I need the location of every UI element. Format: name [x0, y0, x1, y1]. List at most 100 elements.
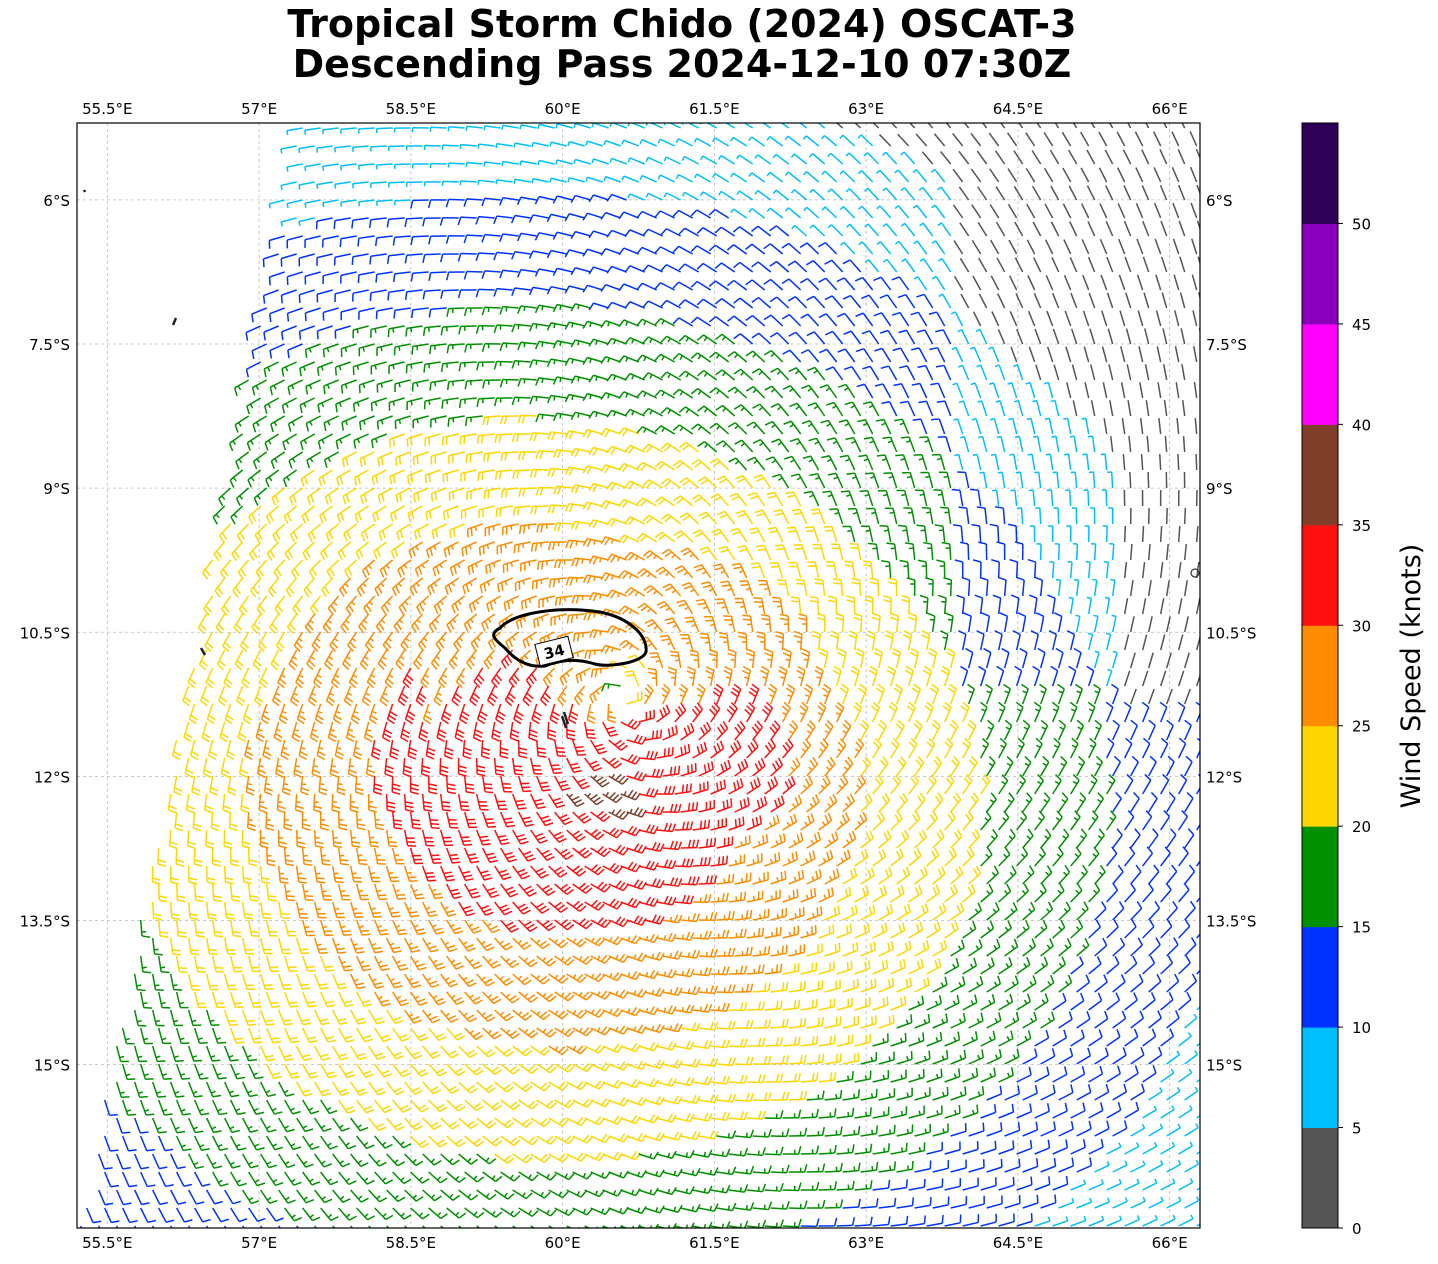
- wind-barb: [582, 212, 603, 221]
- wind-barb: [1165, 652, 1172, 669]
- wind-barb: [368, 1009, 385, 1025]
- wind-barb: [476, 901, 494, 916]
- wind-barb: [175, 1099, 191, 1116]
- wind-barb: [699, 546, 718, 561]
- wind-barb: [1030, 630, 1040, 651]
- wind-barb: [1040, 1121, 1057, 1137]
- wind-barb: [716, 984, 736, 994]
- wind-barb: [736, 123, 754, 129]
- wind-barb: [983, 647, 992, 669]
- wind-barb: [770, 944, 788, 957]
- wind-barb: [1203, 1196, 1217, 1208]
- wind-barb: [1203, 720, 1210, 740]
- wind-barb: [763, 350, 784, 363]
- island: [199, 647, 207, 656]
- wind-barb: [1103, 418, 1108, 435]
- wind-barb: [566, 865, 587, 877]
- wind-barb: [890, 1069, 907, 1083]
- wind-barb: [1138, 346, 1144, 363]
- wind-barb: [754, 189, 772, 201]
- wind-barb: [782, 1109, 802, 1119]
- wind-barb: [998, 774, 1009, 795]
- wind-barb: [926, 1031, 943, 1047]
- wind-barb: [1130, 792, 1140, 813]
- wind-barb: [1106, 810, 1117, 831]
- wind-barb: [440, 1081, 460, 1095]
- wind-barb: [343, 523, 358, 542]
- wind-barb: [265, 1063, 282, 1080]
- wind-barb: [1196, 896, 1200, 903]
- wind-barb: [636, 568, 658, 579]
- wind-barb: [672, 245, 694, 255]
- wind-barb: [552, 376, 573, 385]
- wind-barb: [657, 174, 675, 183]
- wind-barb: [1196, 220, 1200, 231]
- wind-barb: [387, 289, 405, 301]
- wind-barb: [316, 181, 333, 190]
- wind-barb: [764, 926, 782, 939]
- wind-barb: [250, 577, 262, 598]
- wind-barb: [972, 453, 982, 471]
- wind-barb: [709, 351, 730, 363]
- wind-barb: [977, 222, 988, 237]
- wind-barb: [218, 685, 228, 707]
- wind-barb: [397, 685, 409, 707]
- wind-barb: [1178, 220, 1186, 237]
- wind-barb: [464, 955, 483, 970]
- wind-barb: [756, 631, 766, 651]
- wind-barb: [618, 427, 639, 437]
- wind-barb: [457, 793, 470, 812]
- map-frame: [76, 122, 1201, 1229]
- wind-barb: [1076, 864, 1088, 885]
- wind-barb: [446, 1027, 465, 1041]
- wind-barb: [187, 1081, 203, 1098]
- wind-barb: [1088, 846, 1100, 867]
- wind-barb: [953, 524, 964, 543]
- wind-barb: [731, 562, 748, 579]
- wind-barb: [475, 215, 495, 225]
- wind-barb: [325, 523, 340, 542]
- wind-barb: [422, 1117, 442, 1131]
- wind-barb: [273, 559, 286, 580]
- wind-barb: [734, 909, 753, 921]
- wind-barb: [271, 487, 286, 506]
- wind-barb: [530, 865, 549, 879]
- wind-barb: [840, 490, 856, 507]
- wind-barb: [1203, 865, 1213, 884]
- wind-barb: [642, 479, 664, 489]
- wind-barb: [644, 619, 664, 633]
- wind-barb: [428, 343, 447, 355]
- wind-barb: [513, 541, 531, 554]
- wind-barb: [1064, 310, 1072, 327]
- wind-barb: [1046, 346, 1054, 363]
- wind-barb: [770, 833, 786, 849]
- wind-barb: [440, 1153, 460, 1166]
- wind-barb: [458, 397, 477, 408]
- wind-barb: [662, 1095, 683, 1105]
- wind-barb: [393, 163, 411, 170]
- wind-barb: [405, 325, 423, 337]
- wind-barb: [1116, 131, 1126, 147]
- wind-barb: [692, 1039, 713, 1050]
- wind-barb: [564, 466, 585, 476]
- wind-barb: [336, 505, 352, 524]
- wind-barb: [233, 613, 244, 634]
- wind-barb: [908, 612, 918, 633]
- wind-barb: [139, 1135, 155, 1152]
- wind-barb: [1160, 1141, 1176, 1155]
- wind-barb: [644, 1132, 665, 1142]
- wind-barb: [446, 1171, 466, 1183]
- wind-barb: [644, 683, 654, 705]
- wind-barb: [121, 1135, 137, 1152]
- wind-barb: [944, 1104, 961, 1119]
- wind-barb: [446, 1099, 466, 1112]
- wind-barb: [530, 829, 548, 844]
- wind-barb: [268, 307, 285, 322]
- wind-barb: [390, 541, 406, 560]
- wind-barb: [1046, 489, 1054, 507]
- wind-barb: [674, 743, 691, 759]
- wind-barb: [920, 471, 934, 489]
- wind-barb: [463, 847, 480, 864]
- wind-barb: [988, 382, 1000, 399]
- wind-barb: [349, 937, 365, 954]
